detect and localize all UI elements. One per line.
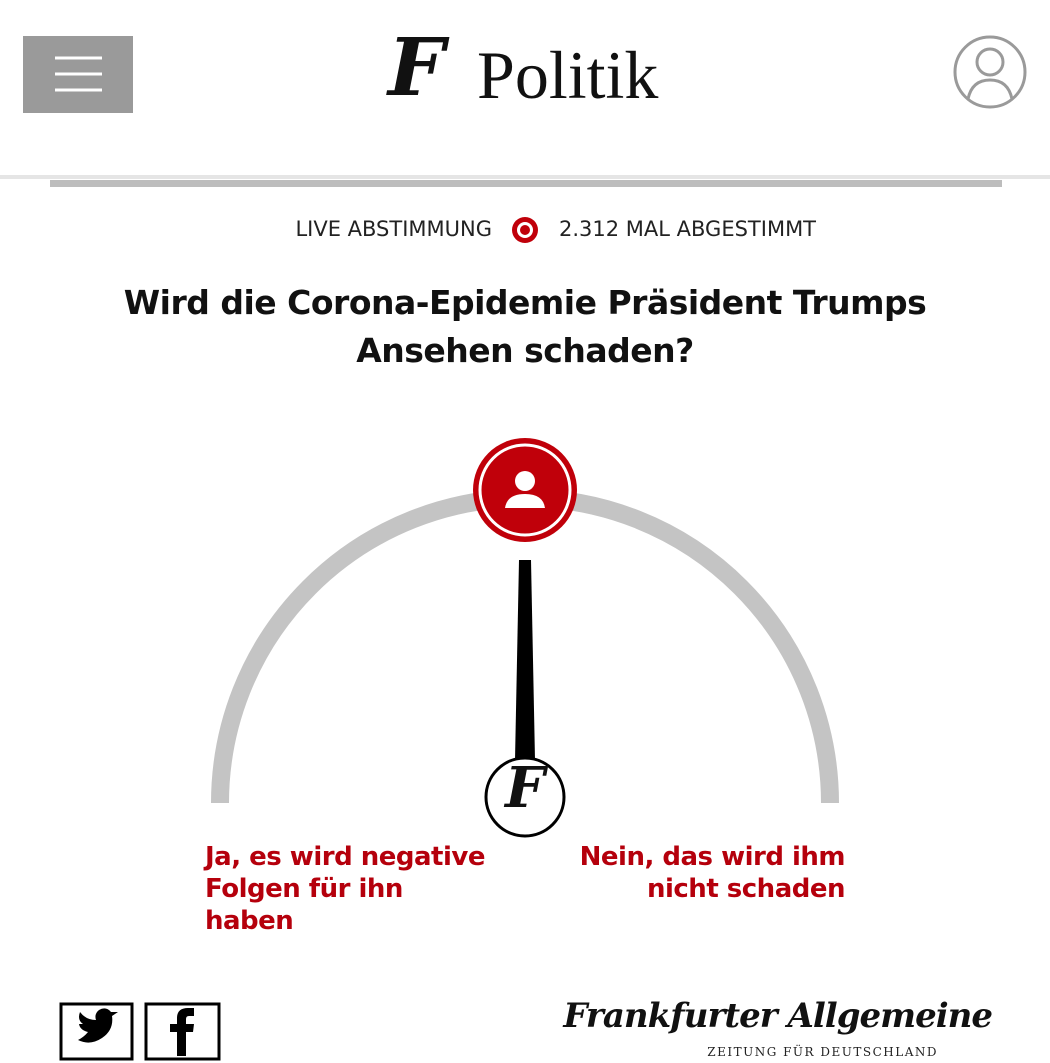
question-line: Wird die Corona-Epidemie Präsident Trump…	[123, 283, 927, 322]
section-title: Politik	[477, 37, 659, 113]
twitter-button[interactable]	[59, 1002, 134, 1061]
gauge-center	[484, 756, 566, 838]
profile-button[interactable]	[953, 35, 1027, 109]
footer-tagline: ZEITUNG FÜR DEUTSCHLAND	[707, 1045, 938, 1059]
header-divider	[0, 175, 1050, 179]
gauge-handle[interactable]	[473, 438, 577, 542]
menu-icon	[55, 56, 102, 92]
live-label: LIVE ABSTIMMUNG	[295, 217, 492, 241]
header-bar	[50, 180, 1002, 187]
option-right-line[interactable]: Nein, das wird ihm	[579, 842, 846, 872]
footer-brand: Frankfurter Allgemeine	[563, 996, 993, 1036]
option-left-line[interactable]: haben	[205, 906, 294, 936]
facebook-button[interactable]	[144, 1002, 221, 1061]
vote-count: 2.312 MAL ABGESTIMMT	[559, 217, 817, 241]
header-logo: F	[388, 20, 445, 114]
gauge-logo: F	[505, 755, 545, 821]
live-indicator	[512, 217, 538, 243]
gauge-needle	[515, 560, 535, 760]
option-right-line[interactable]: nicht schaden	[646, 874, 846, 904]
question-line: Ansehen schaden?	[356, 331, 694, 370]
option-left-line[interactable]: Ja, es wird negative	[205, 842, 485, 872]
option-left-line[interactable]: Folgen für ihn	[205, 874, 403, 904]
